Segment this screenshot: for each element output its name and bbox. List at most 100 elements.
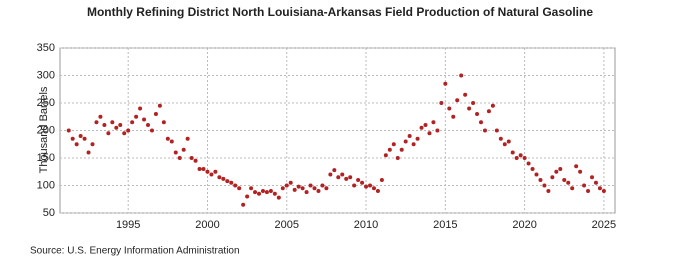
x-tick-label: 2025 <box>592 219 616 231</box>
data-point <box>185 136 190 141</box>
data-point <box>455 98 460 103</box>
data-point <box>586 189 591 193</box>
data-point <box>260 189 265 193</box>
data-point <box>415 136 420 141</box>
data-point <box>526 161 531 166</box>
data-point <box>510 150 515 155</box>
data-point <box>114 125 119 130</box>
data-point <box>324 186 329 191</box>
y-tick-label: 150 <box>37 152 55 164</box>
data-point <box>78 134 83 138</box>
data-point <box>467 106 472 111</box>
data-point <box>538 178 543 182</box>
data-point <box>70 136 75 141</box>
data-point <box>582 183 587 188</box>
data-point <box>74 142 79 147</box>
data-point <box>217 175 222 180</box>
data-point <box>482 128 487 133</box>
data-point <box>126 128 131 133</box>
source-note: Source: U.S. Energy Information Administ… <box>30 246 240 257</box>
data-point <box>213 169 218 174</box>
data-point <box>225 179 230 184</box>
data-point <box>562 178 567 182</box>
data-point <box>130 120 135 125</box>
data-point <box>98 114 103 119</box>
data-point <box>237 186 242 191</box>
data-point <box>106 131 111 136</box>
data-point <box>570 186 575 191</box>
data-point <box>348 175 353 180</box>
data-point <box>578 169 583 174</box>
data-point <box>490 103 495 108</box>
data-point <box>316 189 321 193</box>
data-point <box>407 134 412 138</box>
data-point <box>597 186 602 191</box>
data-point <box>403 139 408 144</box>
y-axis-label: Thousand Barrels <box>38 86 50 173</box>
data-point <box>149 128 154 133</box>
y-tick-label: 200 <box>37 124 55 136</box>
data-point <box>566 180 571 185</box>
data-point <box>257 191 262 196</box>
data-point <box>514 156 519 160</box>
data-point <box>288 180 293 185</box>
data-point <box>189 156 194 160</box>
data-point <box>530 167 535 171</box>
data-point <box>590 175 595 180</box>
data-point <box>138 106 143 111</box>
data-point <box>268 189 273 193</box>
data-point <box>546 189 551 193</box>
x-tick-label: 2000 <box>195 219 219 231</box>
data-point <box>304 190 309 195</box>
data-point <box>356 178 361 182</box>
data-point <box>340 172 345 177</box>
data-point <box>411 142 416 147</box>
x-tick-label: 2010 <box>354 219 378 231</box>
data-point <box>280 186 285 191</box>
data-point <box>205 169 210 174</box>
y-tick-label: 250 <box>37 97 55 109</box>
data-point <box>443 81 448 86</box>
data-point <box>554 169 559 174</box>
data-point <box>574 164 579 169</box>
data-point <box>102 123 107 127</box>
data-point <box>502 142 507 147</box>
data-point <box>431 120 436 125</box>
data-point <box>157 103 162 108</box>
data-point <box>173 150 178 155</box>
data-point <box>534 172 539 177</box>
data-point <box>471 101 476 105</box>
data-point <box>245 194 250 199</box>
data-point <box>86 150 91 155</box>
chart-title: Monthly Refining District North Louisian… <box>87 5 593 19</box>
data-point <box>427 131 432 136</box>
data-point <box>90 142 95 147</box>
data-point <box>494 128 499 133</box>
data-point <box>312 186 317 191</box>
data-point <box>146 123 151 127</box>
data-point <box>264 190 269 195</box>
x-tick-label: 2015 <box>433 219 457 231</box>
y-tick-label: 100 <box>37 179 55 191</box>
data-point <box>439 101 444 105</box>
data-point <box>375 189 380 193</box>
data-point <box>253 190 258 195</box>
data-point <box>360 180 365 185</box>
data-point <box>506 139 511 144</box>
data-point <box>391 142 396 147</box>
data-point <box>320 183 325 188</box>
y-tick-label: 50 <box>43 207 55 219</box>
y-tick-label: 300 <box>37 69 55 81</box>
data-point <box>241 202 246 207</box>
data-point <box>197 167 202 171</box>
y-tick-label: 350 <box>37 42 55 54</box>
data-point <box>332 168 337 173</box>
data-point <box>379 178 384 182</box>
data-point <box>344 176 349 181</box>
data-point <box>395 156 400 160</box>
data-point <box>300 186 305 191</box>
x-tick-label: 1995 <box>116 219 140 231</box>
data-point <box>221 176 226 181</box>
data-point <box>233 183 238 188</box>
